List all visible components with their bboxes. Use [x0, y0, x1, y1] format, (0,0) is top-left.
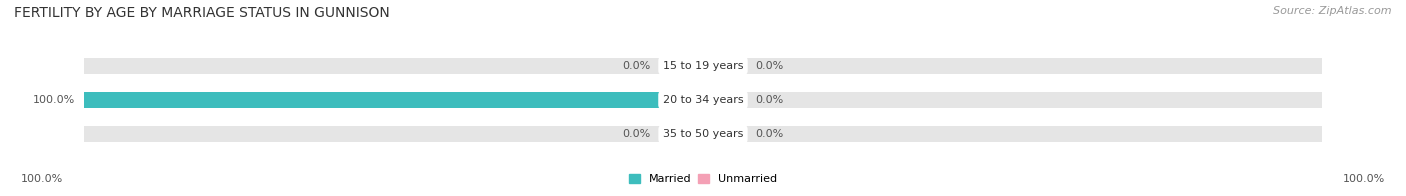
Legend: Married, Unmarried: Married, Unmarried [624, 169, 782, 189]
Text: 0.0%: 0.0% [755, 129, 783, 139]
Text: FERTILITY BY AGE BY MARRIAGE STATUS IN GUNNISON: FERTILITY BY AGE BY MARRIAGE STATUS IN G… [14, 6, 389, 20]
Bar [659, 126, 703, 142]
Text: 100.0%: 100.0% [21, 174, 63, 184]
Bar [84, 58, 1322, 74]
Bar [84, 126, 1322, 142]
Text: 100.0%: 100.0% [32, 95, 75, 105]
Bar [703, 126, 747, 142]
Text: Source: ZipAtlas.com: Source: ZipAtlas.com [1274, 6, 1392, 16]
Text: 0.0%: 0.0% [755, 61, 783, 71]
Text: 15 to 19 years: 15 to 19 years [662, 61, 744, 71]
Text: 0.0%: 0.0% [755, 95, 783, 105]
Bar [703, 92, 747, 108]
Bar [84, 92, 703, 108]
Bar [659, 58, 703, 74]
Text: 0.0%: 0.0% [623, 129, 651, 139]
Bar [84, 92, 1322, 108]
Text: 35 to 50 years: 35 to 50 years [662, 129, 744, 139]
Text: 20 to 34 years: 20 to 34 years [662, 95, 744, 105]
Text: 100.0%: 100.0% [1343, 174, 1385, 184]
Bar [703, 58, 747, 74]
Text: 0.0%: 0.0% [623, 61, 651, 71]
